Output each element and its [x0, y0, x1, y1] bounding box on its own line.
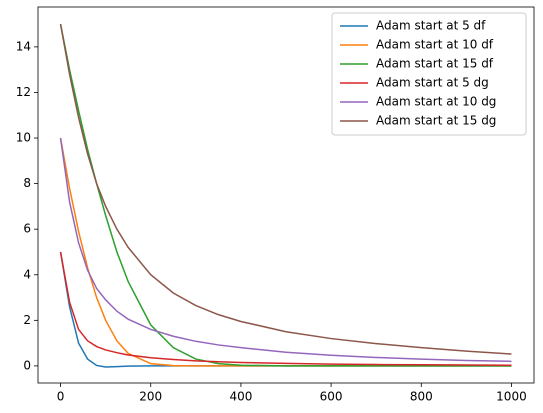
x-tick-label: 600: [320, 390, 343, 404]
x-tick-label: 0: [57, 390, 65, 404]
x-tick-label: 800: [410, 390, 433, 404]
legend-label: Adam start at 10 df: [376, 38, 494, 52]
y-tick-label: 12: [16, 85, 31, 99]
legend-label: Adam start at 15 dg: [376, 114, 496, 128]
legend-label: Adam start at 5 df: [376, 19, 486, 33]
y-tick-label: 0: [23, 358, 31, 372]
legend-box: [331, 12, 527, 136]
series-line: [59, 23, 512, 355]
y-tick-label: 2: [23, 313, 31, 327]
y-tick-label: 6: [23, 222, 31, 236]
y-tick-label: 10: [16, 131, 31, 145]
x-tick-label: 400: [229, 390, 252, 404]
legend-label: Adam start at 10 dg: [376, 95, 496, 109]
legend: Adam start at 5 df Adam start at 10 df Ada…: [331, 12, 527, 136]
x-tick-label: 200: [139, 390, 162, 404]
y-tick-label: 8: [23, 176, 31, 190]
series-line: [59, 251, 512, 366]
series-line: [59, 23, 512, 367]
y-tick-label: 4: [23, 267, 31, 281]
plot-frame: [37, 6, 535, 384]
legend-label: Adam start at 15 df: [376, 57, 494, 71]
legend-label: Adam start at 5 dg: [376, 76, 489, 90]
series-line: [59, 137, 512, 363]
x-tick-label: 1000: [496, 390, 527, 404]
y-tick-label: 14: [16, 39, 31, 53]
